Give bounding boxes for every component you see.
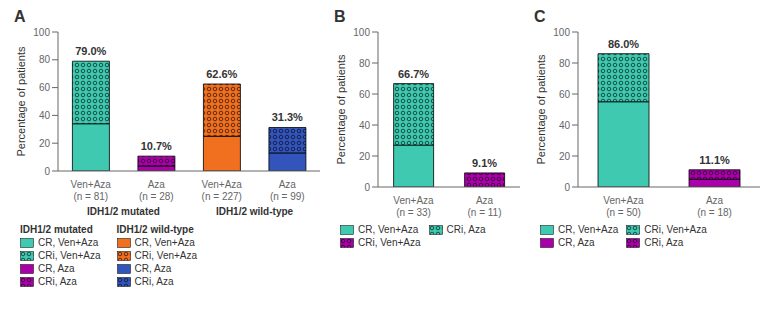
svg-text:10.7%: 10.7% — [141, 140, 172, 152]
html-text:IDH1/2 wild-type: IDH1/2 wild-type — [116, 224, 194, 235]
svg-text:100: 100 — [353, 27, 370, 38]
svg-text:20: 20 — [359, 151, 371, 162]
html-text:CR, Ven+Aza: CR, Ven+Aza — [558, 224, 619, 235]
svg-text:Aza(n = 18): Aza(n = 18) — [697, 195, 732, 218]
html-text:B: B — [334, 8, 346, 25]
svg-text:Aza(n = 99): Aza(n = 99) — [270, 179, 305, 202]
html-text:CR, Ven+Aza: CR, Ven+Aza — [38, 237, 99, 248]
svg-text:80: 80 — [39, 54, 51, 65]
svg-text:Ven+Aza(n = 227): Ven+Aza(n = 227) — [202, 179, 243, 202]
svg-text:Aza(n = 28): Aza(n = 28) — [139, 179, 174, 202]
html-text:CRi, Aza: CRi, Aza — [38, 276, 77, 287]
svg-text:IDH1/2 wild-type: IDH1/2 wild-type — [216, 206, 294, 217]
svg-text:40: 40 — [559, 120, 571, 131]
svg-text:62.6%: 62.6% — [206, 68, 237, 80]
svg-text:100: 100 — [553, 27, 570, 38]
svg-text:IDH1/2 mutated: IDH1/2 mutated — [87, 206, 160, 217]
svg-text:Percentage of patients: Percentage of patients — [335, 54, 347, 165]
html-text:C: C — [534, 8, 546, 25]
html-text:CRi, Ven+Aza: CRi, Ven+Aza — [358, 237, 421, 248]
svg-text:40: 40 — [359, 120, 371, 131]
svg-text:60: 60 — [359, 89, 371, 100]
html-text:CRi, Aza: CRi, Aza — [446, 224, 486, 235]
svg-text:Ven+Aza(n = 81): Ven+Aza(n = 81) — [71, 179, 112, 202]
svg-text:20: 20 — [559, 151, 571, 162]
html-text:CR, Aza: CR, Aza — [134, 263, 172, 274]
svg-text:Percentage of patients: Percentage of patients — [535, 54, 547, 165]
svg-text:66.7%: 66.7% — [398, 68, 429, 80]
svg-text:100: 100 — [33, 27, 50, 38]
svg-text:80: 80 — [559, 58, 571, 69]
html-text:CRi, Ven+Aza: CRi, Ven+Aza — [38, 250, 101, 261]
svg-text:86.0%: 86.0% — [608, 38, 639, 50]
html-text:CR, Ven+Aza: CR, Ven+Aza — [358, 224, 419, 235]
svg-text:40: 40 — [39, 110, 51, 121]
svg-text:31.3%: 31.3% — [272, 111, 303, 123]
html-text:CRi, Aza: CRi, Aza — [134, 276, 174, 287]
svg-text:Percentage of patients: Percentage of patients — [15, 46, 27, 157]
svg-text:Aza(n = 11): Aza(n = 11) — [468, 195, 502, 218]
svg-text:11.1%: 11.1% — [699, 154, 730, 166]
svg-text:Ven+Aza(n = 33): Ven+Aza(n = 33) — [393, 195, 434, 218]
svg-text:79.0%: 79.0% — [75, 45, 106, 57]
html-text:IDH1/2 mutated: IDH1/2 mutated — [20, 224, 93, 235]
svg-text:0: 0 — [44, 166, 50, 177]
html-text:CRi, Aza: CRi, Aza — [644, 237, 684, 248]
svg-text:0: 0 — [564, 182, 570, 193]
html-text:CR, Ven+Aza: CR, Ven+Aza — [134, 237, 195, 248]
html-text:CRi, Ven+Aza: CRi, Ven+Aza — [134, 250, 198, 261]
html-text:CR, Aza: CR, Aza — [558, 237, 595, 248]
svg-text:20: 20 — [39, 138, 51, 149]
html-text:A: A — [14, 8, 26, 25]
svg-text:9.1%: 9.1% — [472, 157, 497, 169]
svg-text:80: 80 — [359, 58, 371, 69]
svg-text:60: 60 — [559, 89, 571, 100]
html-text:CR, Aza: CR, Aza — [38, 263, 75, 274]
svg-text:0: 0 — [364, 182, 370, 193]
html-text:CRi, Ven+Aza: CRi, Ven+Aza — [644, 224, 707, 235]
svg-text:60: 60 — [39, 82, 51, 93]
svg-text:Ven+Aza(n = 50): Ven+Aza(n = 50) — [603, 195, 644, 218]
